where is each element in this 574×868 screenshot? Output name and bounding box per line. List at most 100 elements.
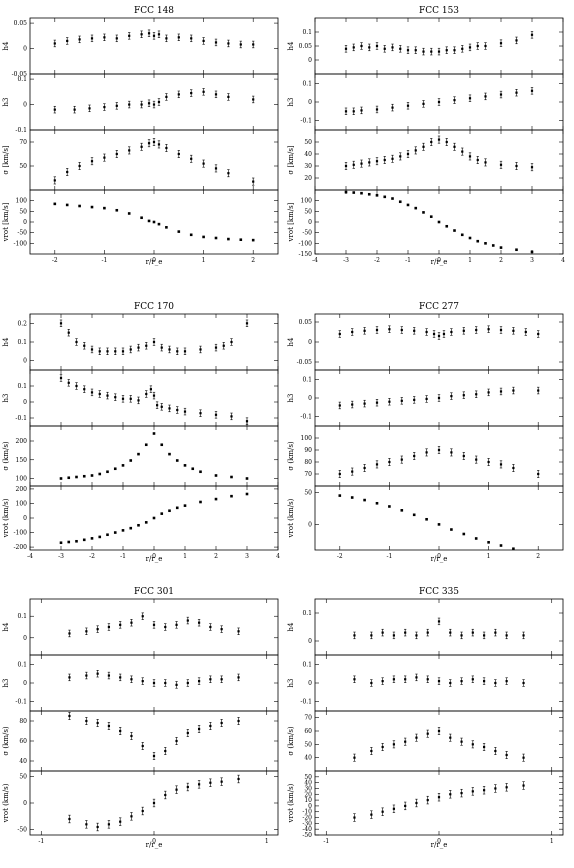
data-point xyxy=(152,220,156,224)
data-point xyxy=(391,46,394,49)
x-tick-label: 0 xyxy=(437,257,441,264)
data-point xyxy=(460,740,463,743)
data-point xyxy=(121,397,125,400)
data-point xyxy=(191,467,195,471)
y-tick-label: 0 xyxy=(308,395,312,402)
data-point xyxy=(375,328,379,332)
data-point xyxy=(252,43,255,46)
y-tick-label: 0.1 xyxy=(17,339,27,346)
y-axis-label: vrot (km/s) xyxy=(287,783,295,823)
data-point xyxy=(338,494,342,497)
x-tick-label: -1 xyxy=(120,553,126,560)
data-point xyxy=(344,164,348,168)
data-point xyxy=(360,109,363,112)
data-point xyxy=(530,33,534,36)
y-tick-label: 50 xyxy=(304,741,312,748)
data-point xyxy=(145,344,148,347)
data-point xyxy=(351,403,354,406)
data-point xyxy=(152,681,156,685)
data-point xyxy=(512,547,515,551)
data-point xyxy=(388,400,391,403)
x-tick-label: -4 xyxy=(27,553,33,560)
data-point xyxy=(144,443,148,447)
data-point xyxy=(425,451,428,454)
data-point xyxy=(199,470,202,474)
data-point xyxy=(114,350,117,353)
data-point xyxy=(360,162,363,165)
data-point xyxy=(422,50,425,53)
data-point xyxy=(475,328,478,332)
data-point xyxy=(437,396,441,400)
data-point xyxy=(352,110,355,113)
data-point xyxy=(197,783,201,786)
y-tick-label: 0.1 xyxy=(302,661,312,668)
data-point xyxy=(227,42,230,45)
data-point xyxy=(381,680,384,683)
data-point xyxy=(352,163,355,166)
data-point xyxy=(175,459,179,462)
data-point xyxy=(391,106,394,109)
x-tick-label: -2 xyxy=(89,553,95,560)
data-point xyxy=(202,90,205,93)
data-point xyxy=(165,146,168,150)
x-axis-label: r/r_e xyxy=(431,555,448,563)
x-tick-label: 2 xyxy=(536,553,540,560)
data-point xyxy=(157,100,161,104)
data-point xyxy=(199,412,202,415)
data-point xyxy=(152,623,156,626)
data-point xyxy=(121,464,125,467)
data-point xyxy=(147,142,151,145)
y-tick-label: 0 xyxy=(23,515,27,522)
panel-frame xyxy=(314,17,564,75)
y-tick-label: 0.1 xyxy=(302,80,312,87)
x-tick-label: 4 xyxy=(276,553,280,560)
data-point xyxy=(460,634,463,637)
y-tick-label: -10 xyxy=(302,809,312,816)
data-point xyxy=(78,164,81,168)
y-tick-label: 200 xyxy=(16,438,28,445)
data-point xyxy=(388,460,391,464)
data-point xyxy=(183,410,187,413)
data-point xyxy=(537,332,540,336)
y-tick-label: 0 xyxy=(23,46,27,53)
data-point xyxy=(400,399,403,402)
x-tick-label: 1 xyxy=(202,257,206,264)
data-point xyxy=(487,460,490,464)
y-tick-label: 100 xyxy=(301,198,313,205)
y-axis-label: h4 xyxy=(2,41,10,51)
data-point xyxy=(152,340,156,344)
data-point xyxy=(425,517,428,521)
data-point xyxy=(494,631,497,634)
data-point xyxy=(237,777,240,781)
data-point xyxy=(121,350,125,353)
data-point xyxy=(220,678,223,681)
x-tick-label: 2 xyxy=(214,553,218,560)
x-tick-label: 1 xyxy=(487,553,491,560)
data-point xyxy=(482,680,486,683)
data-point xyxy=(375,108,379,111)
data-point xyxy=(220,780,223,783)
data-point xyxy=(67,540,71,544)
x-tick-label: 0 xyxy=(152,838,156,845)
data-point xyxy=(415,634,418,637)
data-point xyxy=(103,105,106,109)
data-point xyxy=(98,392,101,396)
data-point xyxy=(471,743,474,746)
data-point xyxy=(152,432,156,435)
data-point xyxy=(462,329,465,332)
data-point xyxy=(227,95,230,99)
data-point xyxy=(90,37,94,40)
data-point xyxy=(437,796,441,799)
y-axis-label: σ (km/s) xyxy=(287,441,295,471)
y-axis-label: vrot [km/s] xyxy=(287,202,295,242)
x-tick-label: 0 xyxy=(437,838,441,845)
data-point xyxy=(484,44,487,48)
data-point xyxy=(350,496,354,499)
data-point xyxy=(487,391,490,394)
x-axis-label: r/r_e xyxy=(146,841,163,849)
data-point xyxy=(90,391,94,394)
data-point xyxy=(413,454,416,458)
y-tick-label: -50 xyxy=(302,832,312,839)
data-point xyxy=(252,98,255,101)
